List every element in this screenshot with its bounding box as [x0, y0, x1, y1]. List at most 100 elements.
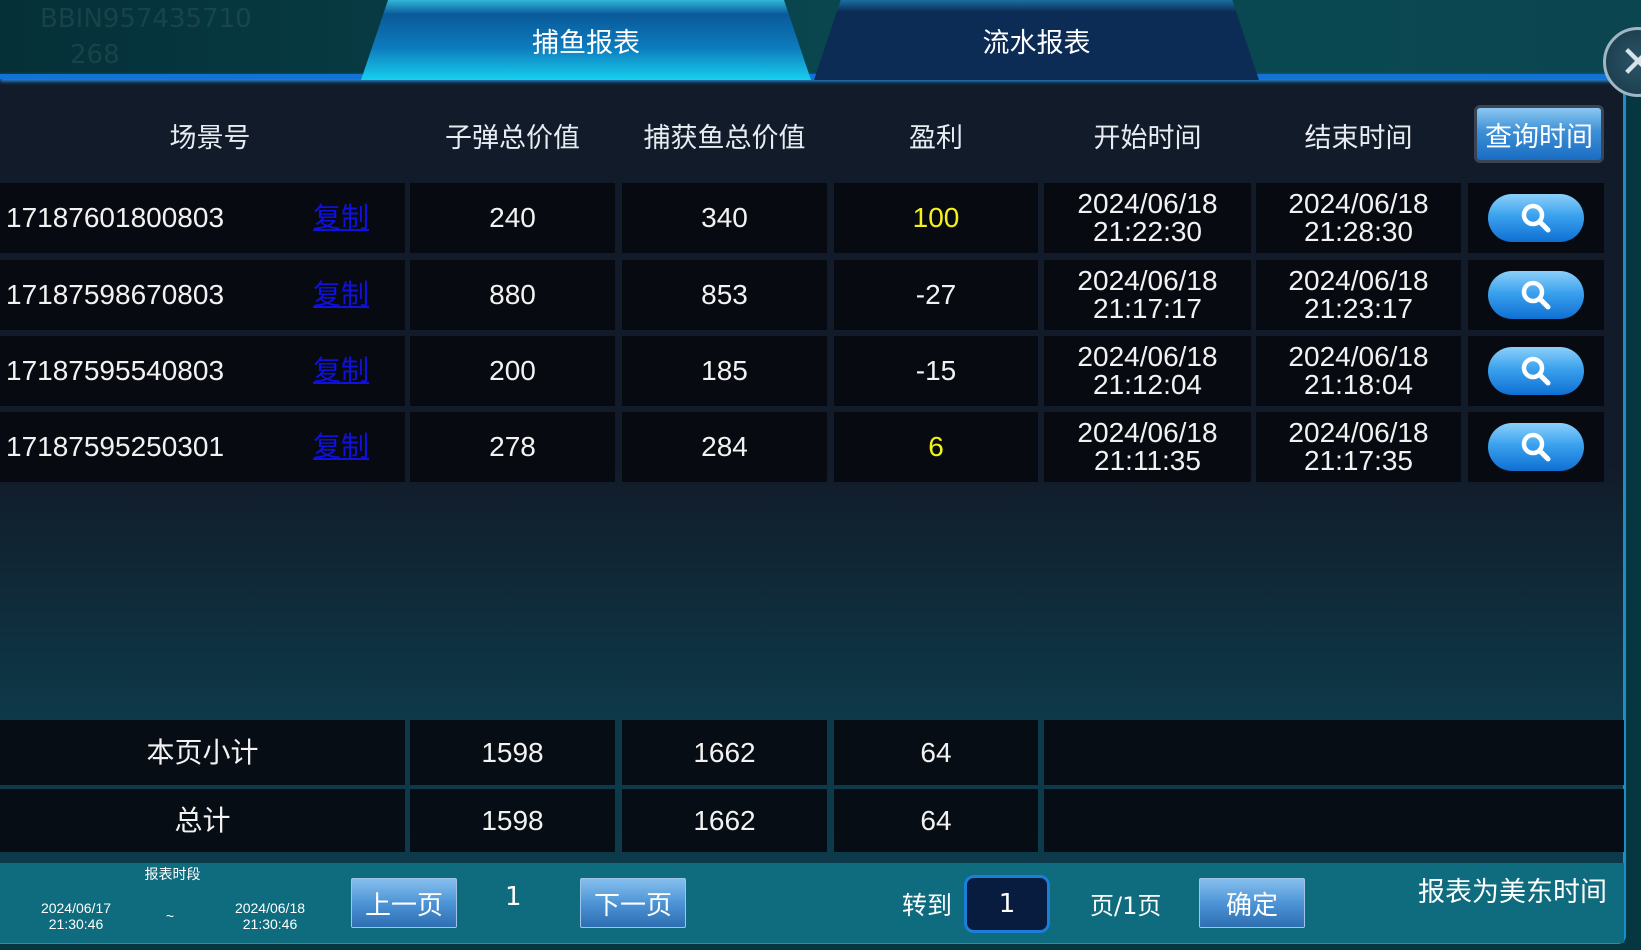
profit-value: -15 [834, 336, 1038, 406]
header-profit: 盈利 [909, 122, 963, 154]
catch-value: 284 [622, 412, 827, 482]
detail-search-button[interactable] [1488, 271, 1584, 319]
table-row-scene: 17187601800803 复制 [0, 183, 405, 253]
start-time: 21:17:17 [1093, 293, 1202, 324]
detail-search-button[interactable] [1488, 347, 1584, 395]
end-time-cell: 2024/06/18 21:23:17 [1256, 260, 1461, 330]
goto-page-input[interactable]: 1 [964, 875, 1050, 933]
start-time: 21:22:30 [1093, 216, 1202, 247]
header-scene-id: 场景号 [169, 122, 251, 154]
bullet-value: 880 [410, 260, 615, 330]
end-time-cell: 2024/06/18 21:18:04 [1256, 336, 1461, 406]
end-time-cell: 2024/06/18 21:28:30 [1256, 183, 1461, 253]
profit-value: 100 [834, 183, 1038, 253]
start-date: 2024/06/18 [1077, 265, 1218, 296]
detail-cell [1468, 260, 1604, 330]
scene-id: 17187598670803 [6, 279, 225, 310]
period-label: 报表时段 [144, 866, 201, 882]
table-row-scene: 17187595540803 复制 [0, 336, 405, 406]
tab-label: 捕鱼报表 [532, 27, 640, 59]
tab-bar-line [0, 74, 1626, 79]
subtotal-catch: 1662 [622, 720, 827, 785]
scene-id: 17187595250301 [6, 431, 225, 462]
detail-search-button[interactable] [1488, 423, 1584, 471]
to-time: 21:30:46 [242, 916, 298, 932]
next-page-button[interactable]: 下一页 [580, 878, 686, 928]
page-of-label: 页/1页 [1090, 892, 1162, 920]
period-separator: ~ [165, 908, 175, 924]
footer-bar [0, 863, 1624, 943]
start-time-cell: 2024/06/18 21:22:30 [1044, 183, 1251, 253]
start-date: 2024/06/18 [1077, 188, 1218, 219]
prev-page-button[interactable]: 上一页 [351, 878, 457, 928]
bullet-value: 240 [410, 183, 615, 253]
end-time-cell: 2024/06/18 21:17:35 [1256, 412, 1461, 482]
end-date: 2024/06/18 [1288, 341, 1429, 372]
start-time-cell: 2024/06/18 21:11:35 [1044, 412, 1251, 482]
start-time-cell: 2024/06/18 21:12:04 [1044, 336, 1251, 406]
end-time: 21:28:30 [1304, 216, 1413, 247]
table-row-scene: 17187598670803 复制 [0, 260, 405, 330]
background-balance: 268 [70, 40, 120, 70]
subtotal-empty [1044, 720, 1624, 785]
search-icon [1521, 356, 1551, 386]
detail-cell [1468, 183, 1604, 253]
subtotal-profit: 64 [834, 720, 1038, 785]
copy-link[interactable]: 复制 [313, 431, 370, 462]
total-empty [1044, 789, 1624, 852]
header-catch-value: 捕获鱼总价值 [643, 122, 806, 154]
detail-search-button[interactable] [1488, 194, 1584, 242]
scene-id: 17187601800803 [6, 202, 225, 233]
header-end-time: 结束时间 [1304, 122, 1413, 154]
from-date: 2024/06/17 [40, 900, 112, 916]
tab-turnover-report[interactable]: 流水报表 [814, 0, 1259, 80]
to-date: 2024/06/18 [234, 900, 306, 916]
start-time: 21:12:04 [1093, 369, 1202, 400]
search-icon [1521, 280, 1551, 310]
profit-value: 6 [834, 412, 1038, 482]
scene-id: 17187595540803 [6, 355, 225, 386]
subtotal-bullet: 1598 [410, 720, 615, 785]
detail-cell [1468, 412, 1604, 482]
table-row-scene: 17187595250301 复制 [0, 412, 405, 482]
timezone-note: 报表为美东时间 [1418, 877, 1607, 908]
current-page: 1 [505, 882, 522, 912]
total-label: 总计 [0, 789, 405, 852]
tab-label: 流水报表 [982, 27, 1091, 59]
copy-link[interactable]: 复制 [313, 355, 370, 386]
header-start-time: 开始时间 [1093, 122, 1202, 154]
header-bullet-value: 子弹总价值 [445, 122, 580, 154]
copy-link[interactable]: 复制 [313, 279, 370, 310]
start-time: 21:11:35 [1094, 445, 1201, 476]
catch-value: 340 [622, 183, 827, 253]
query-time-button[interactable]: 查询时间 [1474, 105, 1604, 163]
catch-value: 185 [622, 336, 827, 406]
total-bullet: 1598 [410, 789, 615, 852]
bullet-value: 278 [410, 412, 615, 482]
tab-fishing-report[interactable]: 捕鱼报表 [361, 0, 811, 80]
detail-cell [1468, 336, 1604, 406]
profit-value: -27 [834, 260, 1038, 330]
subtotal-label: 本页小计 [0, 720, 405, 785]
end-date: 2024/06/18 [1288, 265, 1429, 296]
end-date: 2024/06/18 [1288, 417, 1429, 448]
from-time: 21:30:46 [48, 916, 104, 932]
background-account: BBIN957435710 [40, 4, 252, 34]
total-catch: 1662 [622, 789, 827, 852]
catch-value: 853 [622, 260, 827, 330]
start-date: 2024/06/18 [1077, 341, 1218, 372]
confirm-button[interactable]: 确定 [1199, 878, 1305, 928]
copy-link[interactable]: 复制 [313, 202, 370, 233]
goto-label: 转到 [902, 891, 953, 920]
end-time: 21:17:35 [1304, 445, 1413, 476]
close-icon: ✕ [1619, 36, 1641, 88]
end-date: 2024/06/18 [1288, 188, 1429, 219]
end-time: 21:23:17 [1304, 293, 1413, 324]
end-time: 21:18:04 [1304, 369, 1413, 400]
search-icon [1521, 203, 1551, 233]
start-time-cell: 2024/06/18 21:17:17 [1044, 260, 1251, 330]
total-profit: 64 [834, 789, 1038, 852]
search-icon [1521, 432, 1551, 462]
bullet-value: 200 [410, 336, 615, 406]
start-date: 2024/06/18 [1077, 417, 1218, 448]
